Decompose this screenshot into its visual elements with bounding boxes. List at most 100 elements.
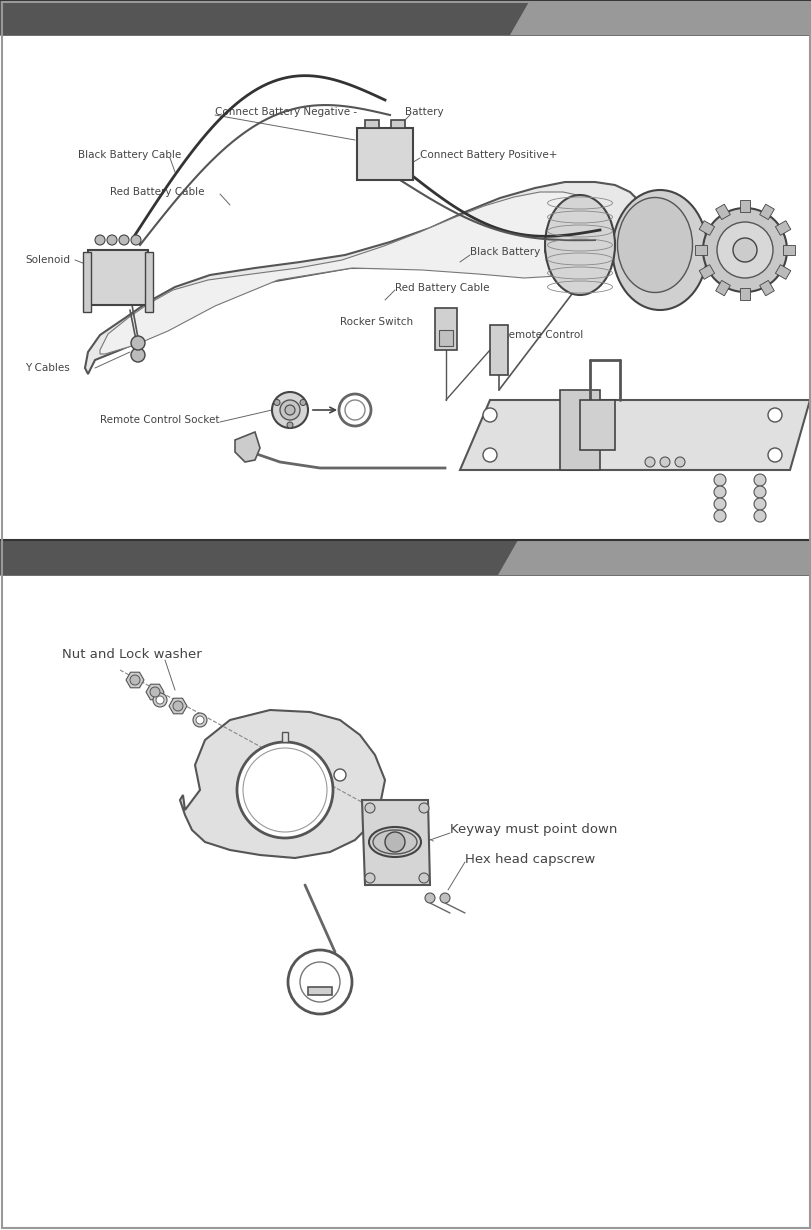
Polygon shape xyxy=(460,400,809,470)
Circle shape xyxy=(674,458,684,467)
Text: Remote Control Socket: Remote Control Socket xyxy=(100,415,219,426)
Circle shape xyxy=(130,675,139,685)
Text: Keyway must point down: Keyway must point down xyxy=(449,824,616,836)
Ellipse shape xyxy=(368,827,420,857)
Circle shape xyxy=(299,400,306,406)
Ellipse shape xyxy=(544,196,614,295)
Polygon shape xyxy=(180,710,384,859)
Bar xyxy=(83,252,91,312)
Circle shape xyxy=(483,448,496,462)
Circle shape xyxy=(440,893,449,903)
Circle shape xyxy=(273,400,280,406)
Circle shape xyxy=(659,458,669,467)
Circle shape xyxy=(384,831,405,852)
Text: Remote Control Socket Mounting: Remote Control Socket Mounting xyxy=(10,547,398,567)
Polygon shape xyxy=(169,699,187,713)
Bar xyxy=(0,34,811,569)
Circle shape xyxy=(732,237,756,262)
Circle shape xyxy=(195,716,204,724)
Text: Red Battery Cable: Red Battery Cable xyxy=(394,283,489,293)
Polygon shape xyxy=(698,220,714,235)
Text: Connect Battery Negative -: Connect Battery Negative - xyxy=(215,107,357,117)
Circle shape xyxy=(418,873,428,883)
Polygon shape xyxy=(497,540,811,574)
Circle shape xyxy=(242,748,327,831)
Circle shape xyxy=(713,498,725,510)
Circle shape xyxy=(193,713,207,727)
Bar xyxy=(489,325,508,375)
Polygon shape xyxy=(775,220,790,235)
Polygon shape xyxy=(509,0,811,34)
Polygon shape xyxy=(698,264,714,279)
Bar xyxy=(391,121,405,128)
Text: Nut and Lock washer: Nut and Lock washer xyxy=(62,648,201,662)
Circle shape xyxy=(119,235,129,245)
Polygon shape xyxy=(782,245,794,255)
Ellipse shape xyxy=(611,189,706,310)
Bar xyxy=(0,574,811,1230)
Circle shape xyxy=(713,474,725,486)
Text: Black Battery Cable: Black Battery Cable xyxy=(78,150,181,160)
Circle shape xyxy=(333,769,345,781)
Text: Hex head capscrew: Hex head capscrew xyxy=(465,854,594,866)
Circle shape xyxy=(713,486,725,498)
Bar xyxy=(435,308,457,351)
Circle shape xyxy=(107,235,117,245)
Circle shape xyxy=(95,235,105,245)
Polygon shape xyxy=(146,684,164,700)
Circle shape xyxy=(753,474,765,486)
Circle shape xyxy=(237,742,333,838)
Text: Rocker Switch: Rocker Switch xyxy=(340,317,413,327)
Bar xyxy=(307,986,332,995)
Circle shape xyxy=(156,696,164,704)
Bar xyxy=(365,121,379,128)
Bar xyxy=(357,128,413,180)
Circle shape xyxy=(716,221,772,278)
Polygon shape xyxy=(759,204,774,220)
Circle shape xyxy=(365,873,375,883)
Text: Battery: Battery xyxy=(405,107,443,117)
Text: Connect Battery Positive+: Connect Battery Positive+ xyxy=(419,150,556,160)
Polygon shape xyxy=(739,200,749,212)
Circle shape xyxy=(152,692,167,707)
Polygon shape xyxy=(694,245,706,255)
Polygon shape xyxy=(85,182,639,374)
Circle shape xyxy=(280,400,299,419)
Circle shape xyxy=(753,498,765,510)
Circle shape xyxy=(753,486,765,498)
Polygon shape xyxy=(234,432,260,462)
Polygon shape xyxy=(0,540,539,574)
Circle shape xyxy=(644,458,654,467)
Bar xyxy=(439,330,453,346)
Polygon shape xyxy=(759,280,774,295)
Polygon shape xyxy=(714,204,729,220)
Bar xyxy=(281,732,288,742)
Circle shape xyxy=(418,803,428,813)
Text: Y Cables: Y Cables xyxy=(25,363,70,373)
Polygon shape xyxy=(775,264,790,279)
Circle shape xyxy=(285,405,294,415)
Text: Black Battery Cable: Black Battery Cable xyxy=(470,247,573,257)
Text: Winch Assembly And Mounting: Winch Assembly And Mounting xyxy=(10,7,374,27)
Circle shape xyxy=(713,510,725,522)
Polygon shape xyxy=(0,0,549,34)
Circle shape xyxy=(767,408,781,422)
Circle shape xyxy=(286,422,293,428)
Polygon shape xyxy=(126,673,144,688)
Circle shape xyxy=(299,962,340,1002)
Circle shape xyxy=(767,448,781,462)
Circle shape xyxy=(131,235,141,245)
Circle shape xyxy=(131,336,145,351)
Circle shape xyxy=(424,893,435,903)
Polygon shape xyxy=(714,280,729,295)
Circle shape xyxy=(483,408,496,422)
Ellipse shape xyxy=(616,198,692,293)
Polygon shape xyxy=(100,192,605,354)
Text: Solenoid: Solenoid xyxy=(25,255,70,264)
Bar xyxy=(579,400,614,450)
Bar xyxy=(145,252,152,312)
Polygon shape xyxy=(362,800,430,886)
Text: Remote Control: Remote Control xyxy=(501,330,582,339)
Circle shape xyxy=(272,392,307,428)
Circle shape xyxy=(702,208,786,292)
